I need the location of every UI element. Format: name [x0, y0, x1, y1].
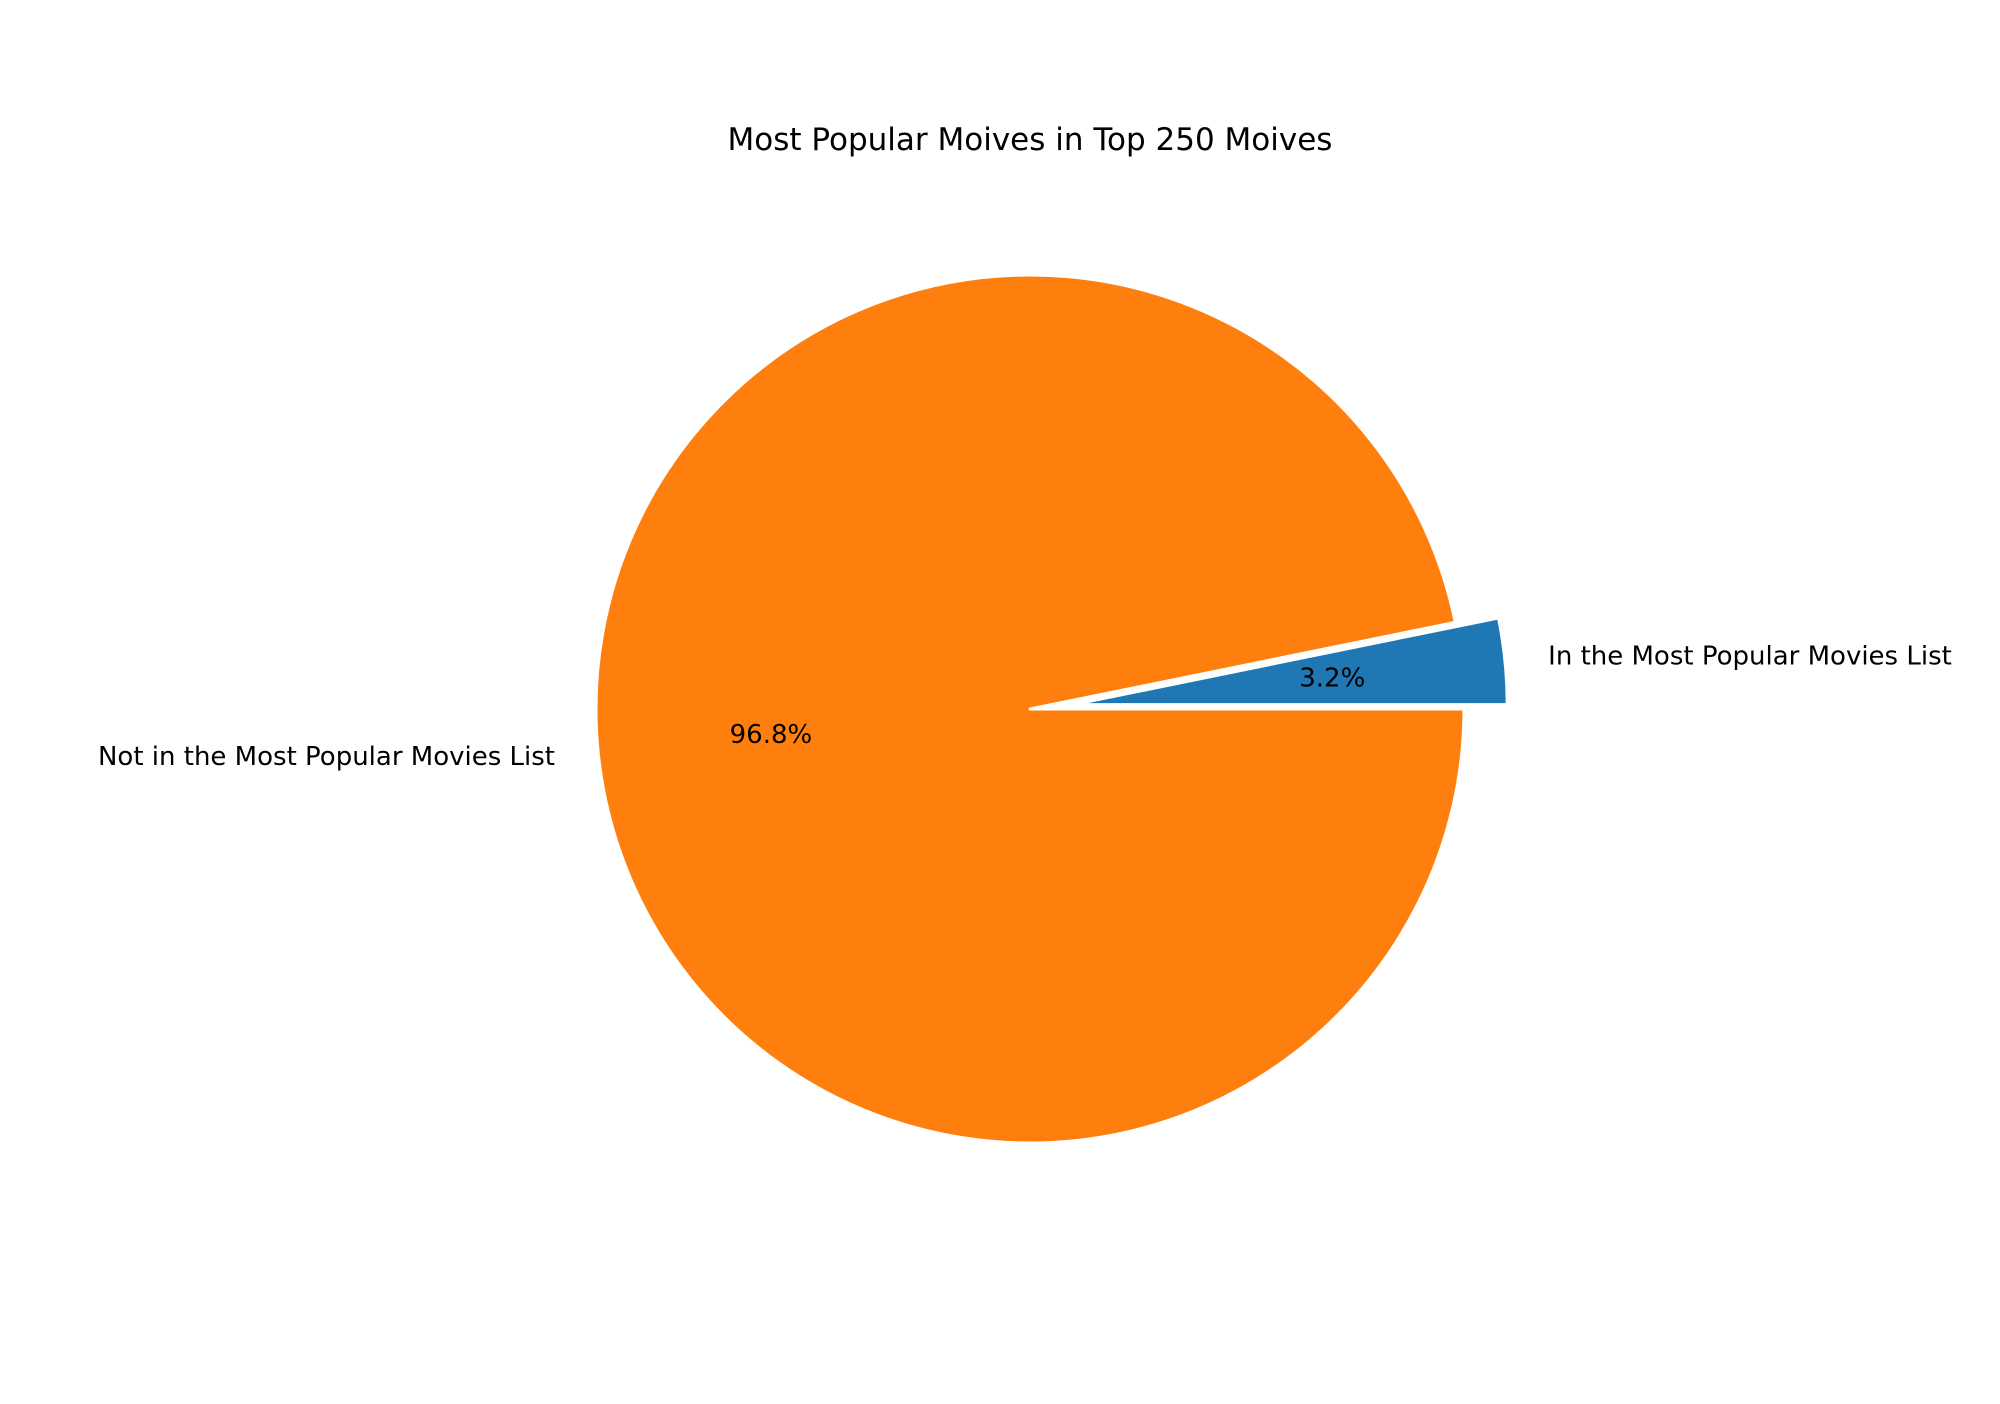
slice-percent-in-the-most-popular-movies-list: 3.2% — [1299, 664, 1365, 694]
slice-label-in-the-most-popular-movies-list: In the Most Popular Movies List — [1548, 642, 1952, 672]
chart-title: Most Popular Moives in Top 250 Moives — [728, 122, 1333, 158]
pie-labels: In the Most Popular Movies List 3.2% Not i… — [98, 642, 1952, 772]
pie-slices — [594, 273, 1509, 1145]
pie-slice-in-the-most-popular-movies-list — [1071, 616, 1509, 707]
slice-label-not-in-the-most-popular-movies-list: Not in the Most Popular Movies List — [98, 742, 555, 772]
pie-slice-not-in-the-most-popular-movies-list — [594, 273, 1466, 1145]
slice-percent-not-in-the-most-popular-movies-list: 96.8% — [730, 720, 813, 750]
